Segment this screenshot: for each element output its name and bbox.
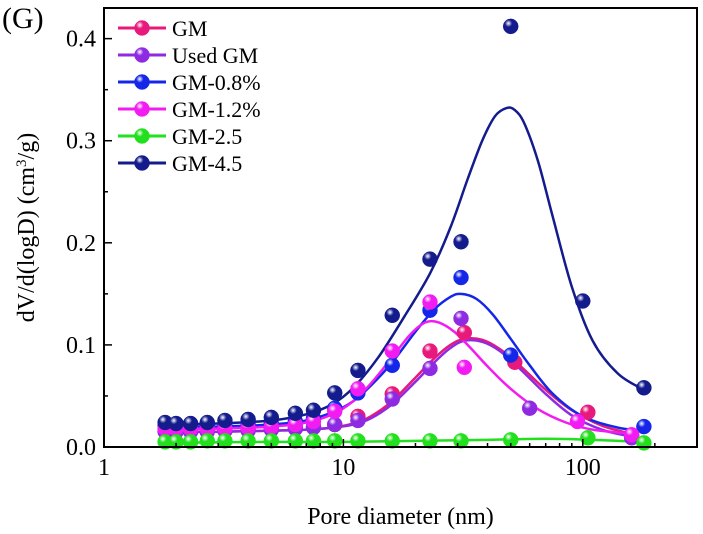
data-point (199, 414, 216, 431)
y-tick-label: 0.4 (66, 27, 96, 53)
data-point (521, 400, 538, 416)
data-point (384, 307, 401, 324)
data-point (240, 411, 256, 428)
y-label-text: dV/d(logD) (cm (14, 167, 40, 323)
y-tick-label: 0.2 (66, 231, 96, 257)
legend-label: GM-2.5 (172, 124, 242, 149)
data-point (168, 415, 184, 432)
legend-label: GM (172, 16, 207, 41)
data-point (422, 294, 438, 310)
data-point (326, 403, 343, 420)
y-label-superscript: 3 (14, 159, 30, 167)
data-point (569, 413, 586, 430)
x-axis: 1 10 100 (98, 439, 698, 481)
y-axis-label: dV/d(logD) (cm3/g) (14, 133, 40, 322)
data-point (580, 430, 596, 446)
data-point (384, 391, 401, 407)
data-point (636, 435, 652, 451)
data-point (350, 381, 366, 397)
data-point (502, 18, 519, 35)
data-point (384, 433, 401, 449)
legend-marker (134, 155, 150, 171)
data-point (384, 343, 401, 359)
legend-label: GM-4.5 (172, 151, 242, 176)
data-point (326, 433, 343, 449)
data-point (217, 433, 233, 449)
data-point (456, 324, 473, 341)
data-point (217, 412, 233, 429)
x-tick-label: 10 (331, 455, 355, 481)
data-point (240, 433, 256, 449)
data-point (350, 412, 366, 429)
data-point (326, 385, 343, 401)
data-point (580, 404, 596, 421)
y-axis: 0.0 0.1 0.2 0.3 0.4 (66, 27, 112, 461)
legend-marker (134, 20, 150, 36)
data-point (453, 234, 469, 250)
y-label-text-end: /g) (14, 133, 40, 160)
data-point (263, 409, 280, 426)
legend-label: Used GM (172, 43, 258, 68)
data-point (502, 347, 519, 363)
plot-frame (103, 7, 698, 448)
data-point (305, 433, 322, 449)
x-tick-label: 100 (565, 455, 601, 481)
data-point (636, 380, 652, 396)
x-axis-label: Pore diameter (nm) (307, 504, 494, 530)
y-tick-label: 0.1 (66, 333, 96, 359)
data-point (350, 433, 366, 449)
data-point (182, 434, 199, 450)
data-point (287, 405, 304, 422)
data-point (384, 357, 401, 374)
panel-label: (G) (2, 2, 44, 35)
data-point (305, 402, 322, 418)
data-point (422, 433, 438, 449)
data-point (263, 433, 280, 449)
legend-label: GM-1.2% (172, 97, 261, 122)
data-point (623, 426, 640, 443)
data-point (350, 362, 366, 379)
legend-label: GM-0.8% (172, 70, 261, 95)
data-point (456, 359, 473, 376)
data-point (422, 360, 438, 377)
legend-marker (134, 128, 150, 144)
data-point (575, 293, 591, 309)
data-point (422, 251, 438, 267)
data-point (636, 418, 652, 435)
legend-marker (134, 74, 150, 90)
data-point (199, 433, 216, 449)
legend-marker (134, 101, 150, 117)
legend-marker (134, 47, 150, 63)
data-point (326, 416, 343, 433)
series-line (165, 437, 644, 445)
data-point (453, 310, 469, 327)
series-line (165, 319, 632, 435)
data-point (182, 415, 199, 432)
y-tick-label: 0.3 (66, 129, 96, 155)
y-tick-label: 0.0 (66, 435, 96, 461)
x-tick-label: 1 (98, 455, 110, 481)
data-point (287, 433, 304, 449)
data-point (453, 269, 469, 286)
data-point (422, 343, 438, 359)
